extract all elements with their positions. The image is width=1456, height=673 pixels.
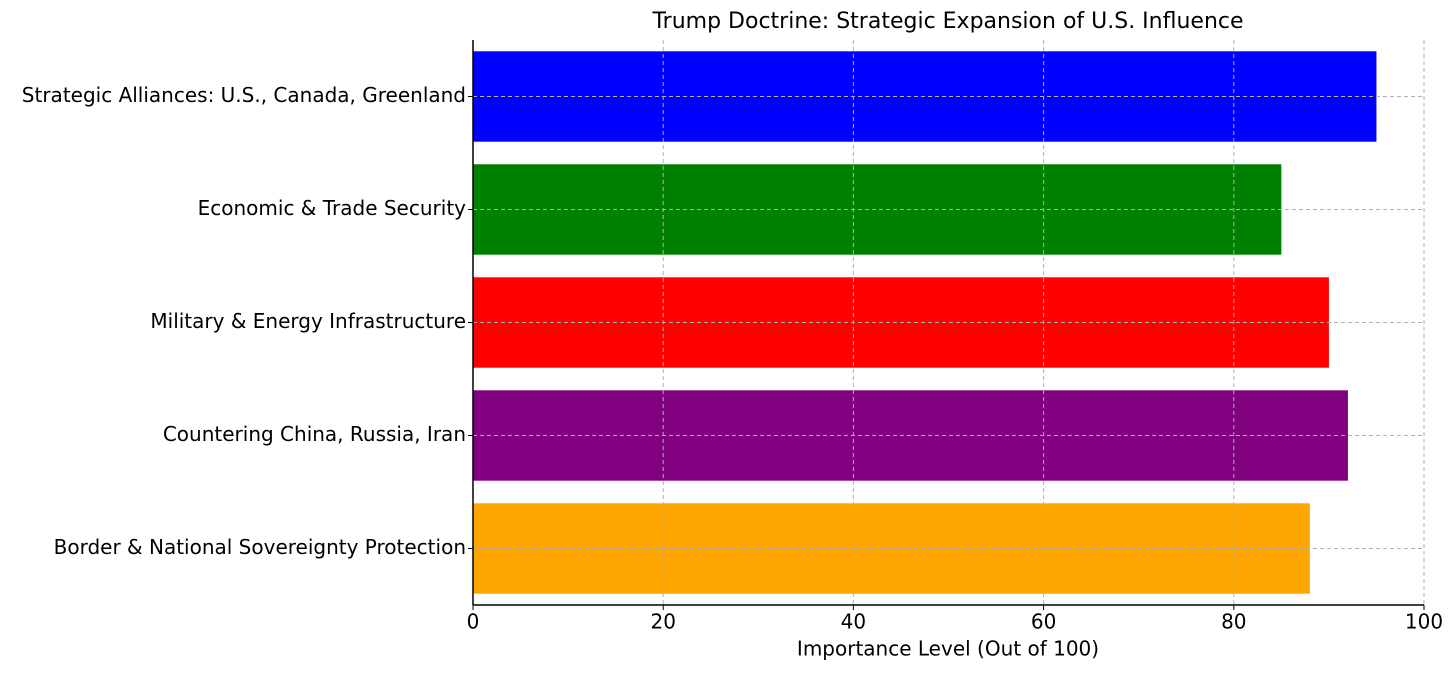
x-axis-label: Importance Level (Out of 100) <box>797 637 1099 661</box>
y-tick-label: Military & Energy Infrastructure <box>150 309 466 333</box>
bar <box>473 503 1310 594</box>
chart-title: Trump Doctrine: Strategic Expansion of U… <box>651 9 1243 34</box>
y-tick-label: Countering China, Russia, Iran <box>163 422 466 446</box>
y-tick-label: Strategic Alliances: U.S., Canada, Green… <box>22 83 466 107</box>
y-tick-label: Border & National Sovereignty Protection <box>54 535 466 559</box>
y-tick-label: Economic & Trade Security <box>198 196 467 220</box>
x-tick-label: 60 <box>1031 610 1056 634</box>
x-tick-label: 20 <box>650 610 675 634</box>
x-tick-label: 40 <box>841 610 866 634</box>
x-tick-label: 80 <box>1221 610 1246 634</box>
x-tick-label: 100 <box>1405 610 1443 634</box>
x-tick-label: 0 <box>467 610 480 634</box>
